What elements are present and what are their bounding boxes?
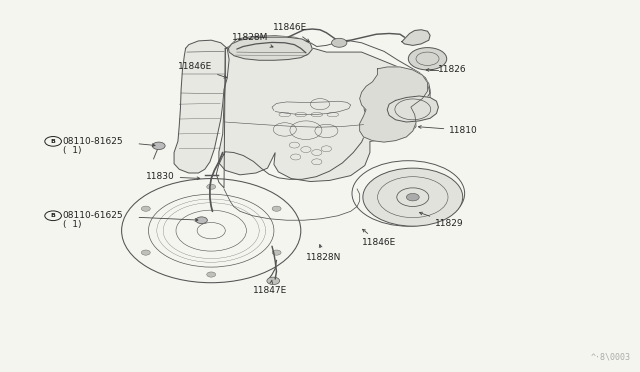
Circle shape (363, 168, 463, 226)
Circle shape (207, 184, 216, 189)
Text: 11846E: 11846E (273, 23, 309, 42)
Text: 11829: 11829 (419, 212, 464, 228)
Circle shape (141, 206, 150, 211)
Polygon shape (219, 48, 430, 182)
Circle shape (207, 272, 216, 277)
Circle shape (152, 142, 165, 150)
Text: 11810: 11810 (419, 126, 478, 135)
Circle shape (272, 250, 281, 255)
Text: 11828N: 11828N (306, 245, 341, 262)
Text: 11846E: 11846E (362, 229, 396, 247)
Text: 11830: 11830 (146, 172, 200, 181)
Polygon shape (402, 30, 430, 45)
Text: 11826: 11826 (426, 65, 467, 74)
Text: 11846E: 11846E (178, 62, 227, 78)
Text: B: B (51, 213, 56, 218)
Polygon shape (228, 37, 312, 60)
Text: 08110-81625: 08110-81625 (63, 137, 124, 146)
Circle shape (267, 277, 280, 285)
Polygon shape (360, 67, 428, 142)
Text: ^·8\0003: ^·8\0003 (590, 353, 630, 362)
Circle shape (272, 206, 281, 211)
Text: 11847E: 11847E (253, 280, 287, 295)
Text: 08110-61625: 08110-61625 (63, 211, 124, 220)
Text: (  1): ( 1) (63, 220, 81, 229)
Circle shape (141, 250, 150, 255)
Polygon shape (174, 40, 229, 173)
Circle shape (408, 48, 447, 70)
Circle shape (196, 217, 207, 224)
Circle shape (406, 193, 419, 201)
Text: (  1): ( 1) (63, 146, 81, 155)
Circle shape (332, 38, 347, 47)
Text: 11828M: 11828M (232, 33, 273, 47)
Polygon shape (387, 96, 438, 122)
Text: B: B (51, 139, 56, 144)
